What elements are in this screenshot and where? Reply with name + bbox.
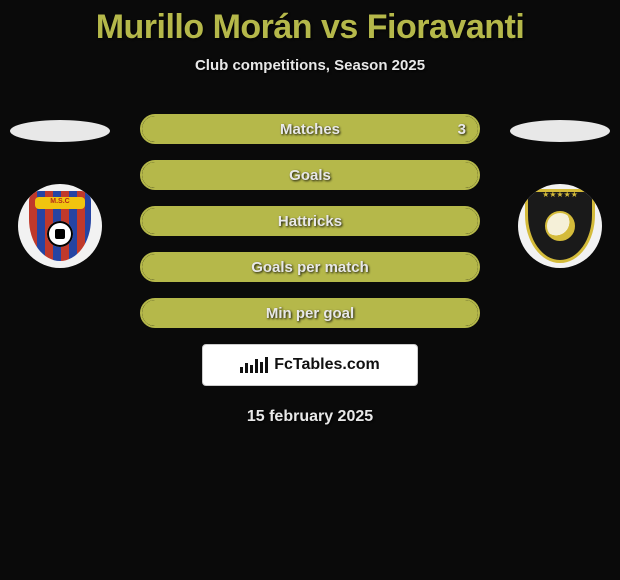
content-area: M.S.C Matches 3 Goals Hattricks <box>0 114 620 426</box>
stat-row: Hattricks <box>140 206 480 236</box>
stat-row: Goals <box>140 160 480 190</box>
stat-row: Min per goal <box>140 298 480 328</box>
stat-label: Matches <box>142 121 478 138</box>
watermark-text: FcTables.com <box>274 356 380 374</box>
player-right-ellipse-icon <box>510 120 610 142</box>
club-badge-left-icon: M.S.C <box>18 184 102 268</box>
stat-row: Goals per match <box>140 252 480 282</box>
page-title: Murillo Morán vs Fioravanti <box>0 0 620 47</box>
stats-list: Matches 3 Goals Hattricks Goals per matc… <box>140 114 480 328</box>
stat-label: Min per goal <box>142 305 478 322</box>
page-subtitle: Club competitions, Season 2025 <box>0 57 620 74</box>
stat-label: Hattricks <box>142 213 478 230</box>
bar-chart-icon <box>240 357 268 373</box>
stat-label: Goals <box>142 167 478 184</box>
club-badge-right-icon <box>518 184 602 268</box>
watermark-badge: FcTables.com <box>202 344 418 386</box>
player-left-column: M.S.C <box>10 114 110 268</box>
player-left-ellipse-icon <box>10 120 110 142</box>
club-left-abbr: M.S.C <box>29 198 91 205</box>
soccer-ball-icon <box>47 221 73 247</box>
soccer-ball-icon <box>545 211 575 241</box>
date-label: 15 february 2025 <box>0 408 620 426</box>
stat-row: Matches 3 <box>140 114 480 144</box>
stat-label: Goals per match <box>142 259 478 276</box>
player-right-column <box>510 114 610 268</box>
stat-value-left: 3 <box>458 121 466 138</box>
